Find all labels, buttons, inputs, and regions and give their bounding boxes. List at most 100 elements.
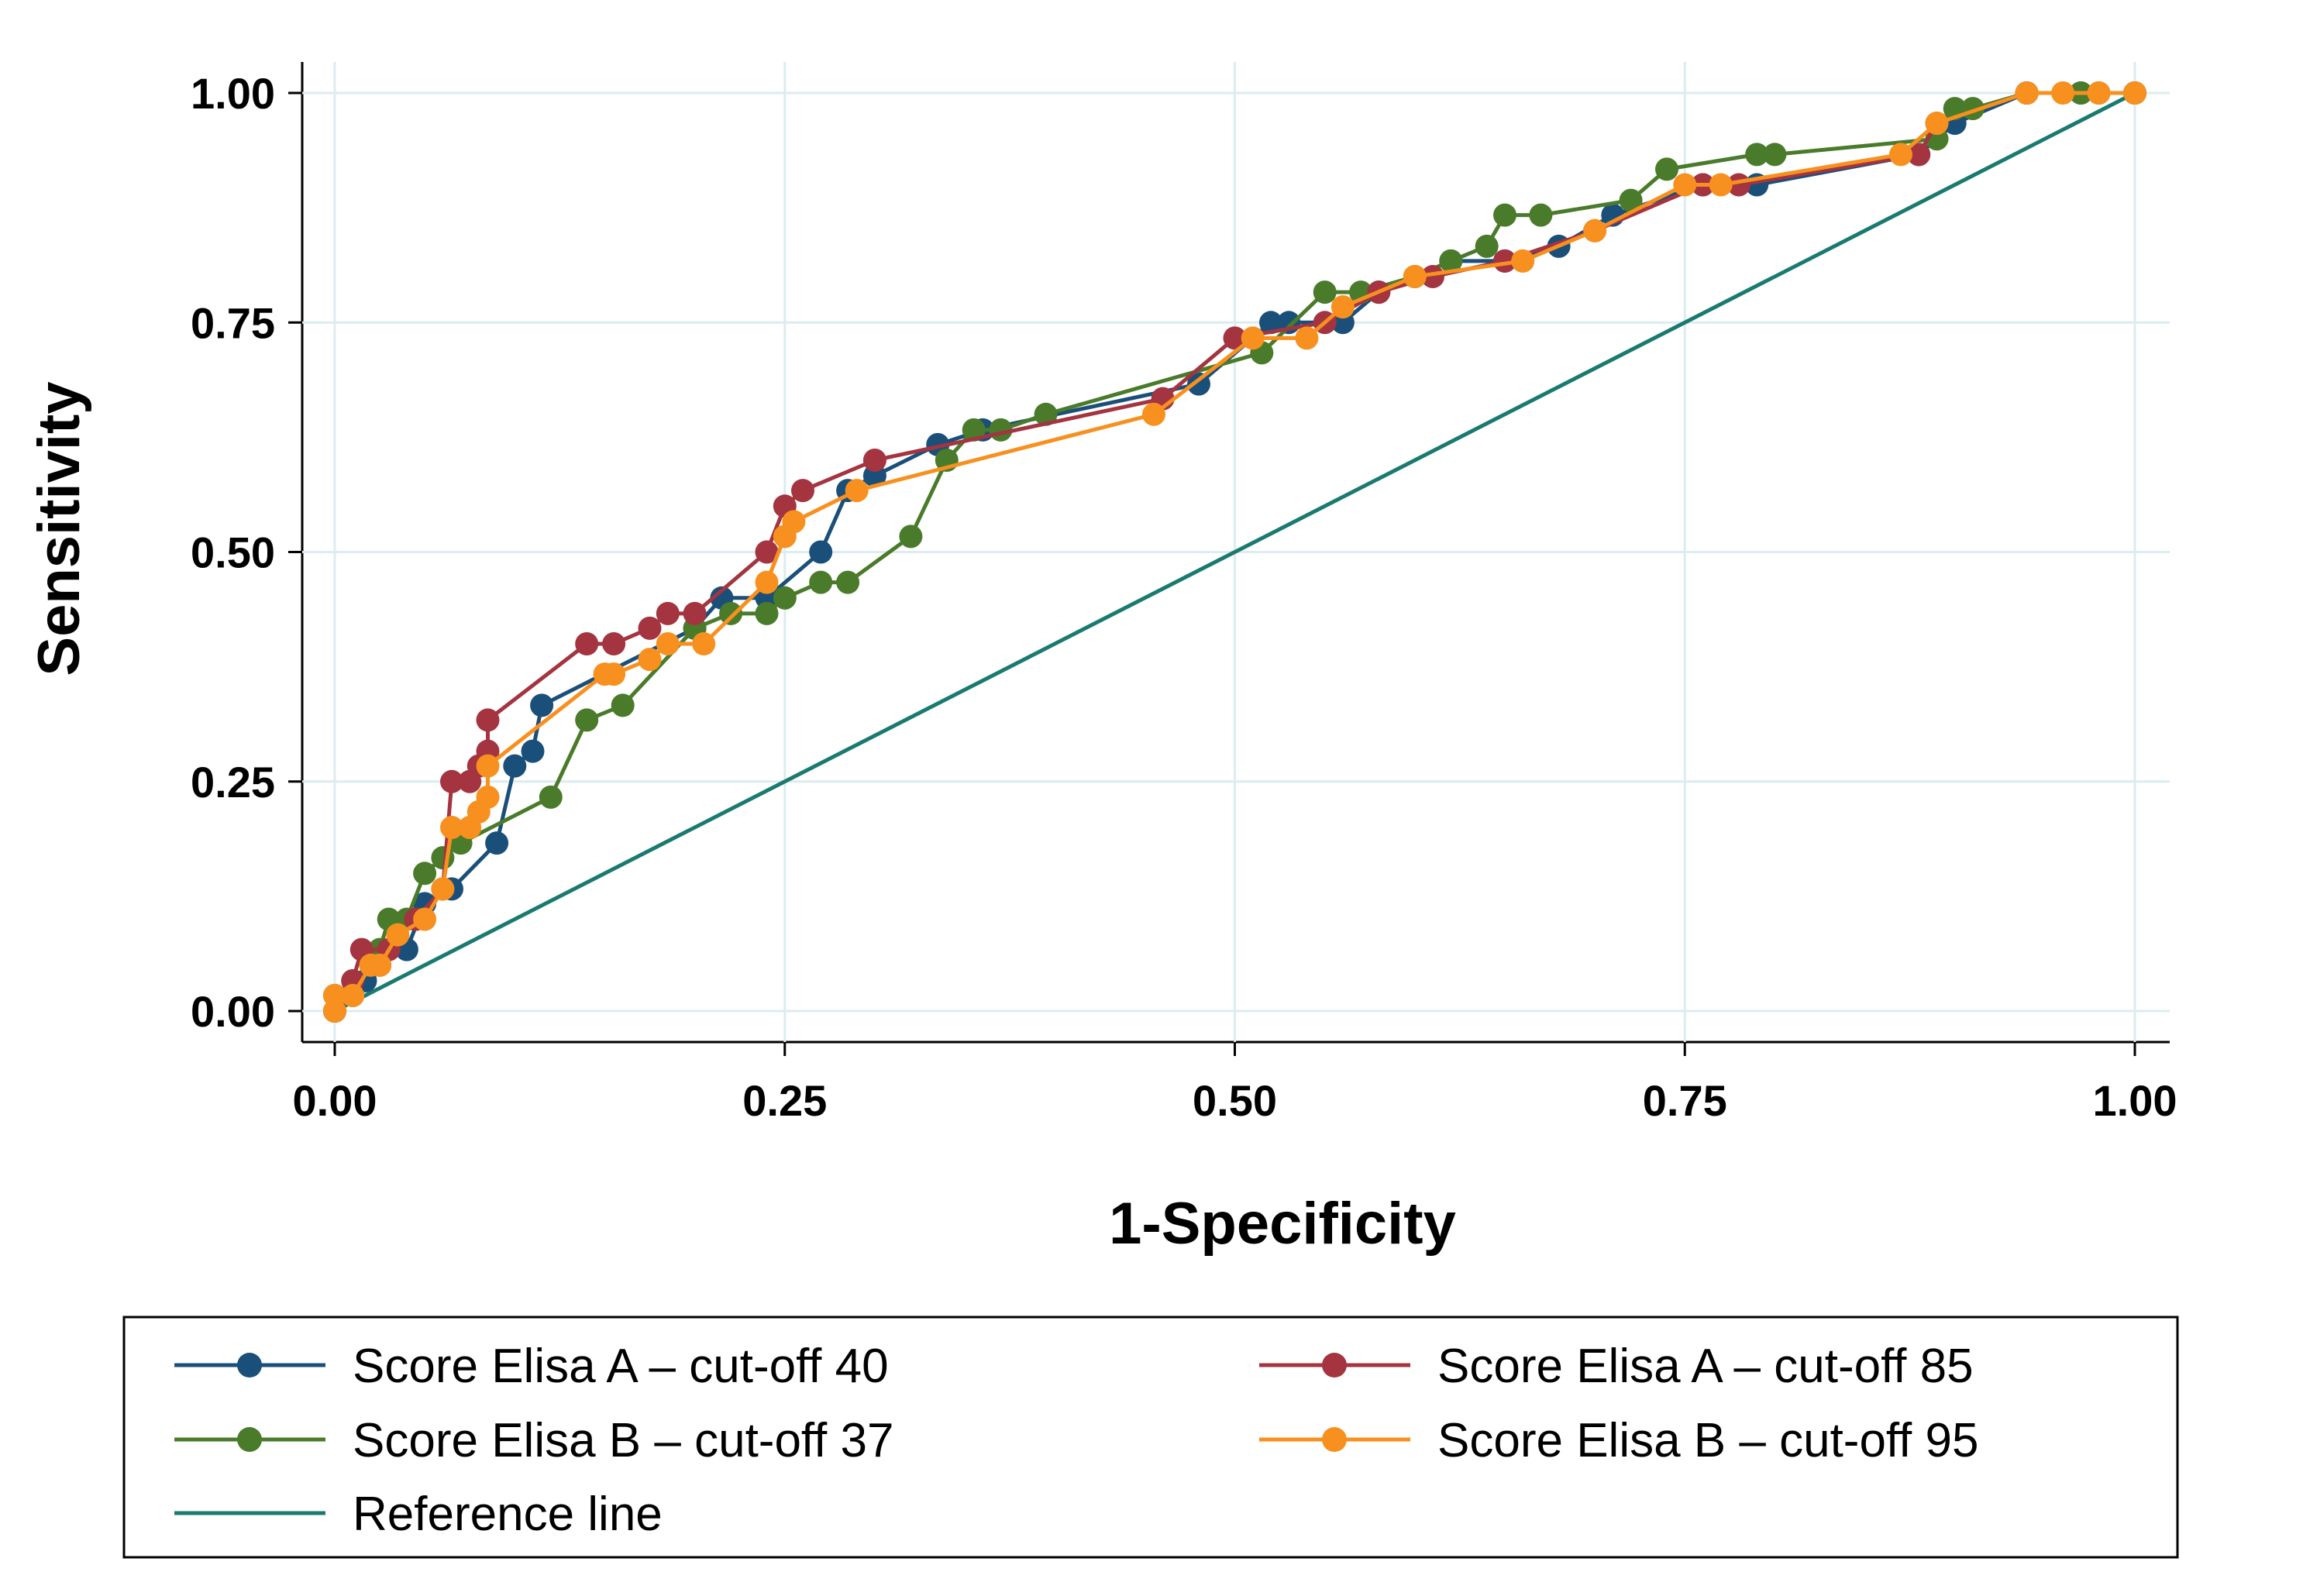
data-point (755, 540, 779, 564)
legend-item: Score Elisa A – cut-off 85 (1259, 1340, 1974, 1393)
y-tick-label: 1.00 (191, 69, 275, 118)
data-point (899, 525, 923, 549)
data-point (521, 739, 545, 763)
data-point (962, 418, 986, 442)
data-point (1187, 372, 1210, 396)
data-point (602, 662, 626, 686)
data-point (440, 816, 463, 839)
legend-label: Score Elisa A – cut-off 40 (353, 1340, 889, 1393)
data-point (368, 953, 392, 977)
legend-item: Score Elisa B – cut-off 95 (1259, 1414, 1978, 1467)
data-point (1142, 402, 1165, 426)
data-point (2015, 81, 2039, 105)
data-point (862, 449, 886, 472)
data-point (692, 632, 716, 655)
data-point (791, 479, 814, 503)
legend-swatch-marker (237, 1353, 262, 1378)
y-tick-label: 0.75 (191, 298, 275, 347)
tick-labels: 0.00 0.25 0.50 0.75 1.00 0.00 0.25 0.50 0.75 1.00 (191, 69, 2177, 1125)
data-point (1673, 173, 1697, 197)
data-point (476, 754, 500, 778)
data-point (638, 616, 662, 640)
legend: Score Elisa A – cut-off 40 Score Elisa A … (122, 1316, 2179, 1559)
legend-label: Reference line (353, 1488, 663, 1541)
data-point (809, 540, 833, 564)
data-point (1763, 143, 1787, 167)
y-tick-label: 0.25 (191, 758, 275, 807)
grid (288, 62, 2170, 1056)
series-line (333, 91, 2136, 1013)
legend-swatch-marker (1322, 1353, 1347, 1378)
data-point (476, 785, 500, 809)
data-point (1313, 280, 1337, 304)
data-point (638, 648, 662, 672)
data-point (782, 510, 806, 534)
data-point (1331, 295, 1355, 319)
x-tick-label: 0.25 (742, 1076, 827, 1125)
legend-label: Score Elisa A – cut-off 85 (1437, 1340, 1974, 1393)
data-point (503, 754, 527, 778)
data-point (602, 632, 626, 655)
series-3 (323, 81, 2146, 1023)
data-point (755, 601, 779, 625)
data-point (1583, 218, 1607, 242)
data-point (1223, 326, 1247, 350)
data-point (1511, 249, 1535, 273)
data-point (413, 862, 437, 886)
data-point (440, 769, 463, 793)
data-point (530, 693, 554, 717)
x-axis-title: 1-Specificity (1109, 1191, 1456, 1257)
data-point (1529, 203, 1553, 227)
data-point (656, 601, 680, 625)
data-point (341, 983, 365, 1007)
legend-label: Score Elisa B – cut-off 95 (1437, 1414, 1978, 1467)
data-point (575, 632, 599, 655)
data-point (845, 479, 869, 503)
data-point (773, 586, 797, 610)
data-point (1745, 143, 1769, 167)
data-point (485, 831, 509, 855)
data-point (1925, 112, 1949, 136)
data-point (323, 983, 346, 1007)
data-point (1493, 203, 1516, 227)
legend-item: Score Elisa A – cut-off 40 (174, 1340, 889, 1393)
x-tick-label: 0.50 (1193, 1076, 1277, 1125)
x-tick-label: 1.00 (2093, 1076, 2177, 1125)
data-point (1295, 326, 1319, 350)
data-point (1034, 402, 1058, 426)
x-tick-label: 0.00 (293, 1076, 377, 1125)
data-point (719, 601, 743, 625)
series-layer (323, 81, 2146, 1023)
data-point (1709, 173, 1733, 197)
data-point (1421, 265, 1444, 288)
y-tick-label: 0.50 (191, 528, 275, 577)
data-point (476, 708, 500, 732)
data-point (611, 693, 635, 717)
data-point (2123, 81, 2146, 105)
series-4 (333, 91, 2136, 1013)
data-point (2051, 81, 2075, 105)
data-point (755, 570, 779, 594)
data-point (386, 923, 410, 947)
legend-label: Score Elisa B – cut-off 37 (353, 1414, 893, 1467)
y-axis-title: Sensitivity (26, 381, 92, 676)
data-point (683, 601, 707, 625)
data-point (2087, 81, 2111, 105)
data-point (1889, 143, 1912, 167)
data-point (1907, 143, 1931, 167)
legend-swatch-marker (1322, 1427, 1347, 1452)
data-point (1241, 326, 1265, 350)
data-point (656, 632, 680, 655)
legend-swatch-marker (237, 1427, 262, 1452)
data-point (809, 570, 833, 594)
y-tick-label: 0.00 (191, 987, 275, 1036)
data-point (539, 785, 563, 809)
data-point (575, 708, 599, 732)
data-point (1475, 234, 1499, 258)
data-point (1259, 311, 1282, 335)
x-tick-label: 0.75 (1643, 1076, 1727, 1125)
legend-box (122, 1316, 2179, 1559)
data-point (1403, 265, 1427, 288)
data-point (1655, 157, 1678, 181)
